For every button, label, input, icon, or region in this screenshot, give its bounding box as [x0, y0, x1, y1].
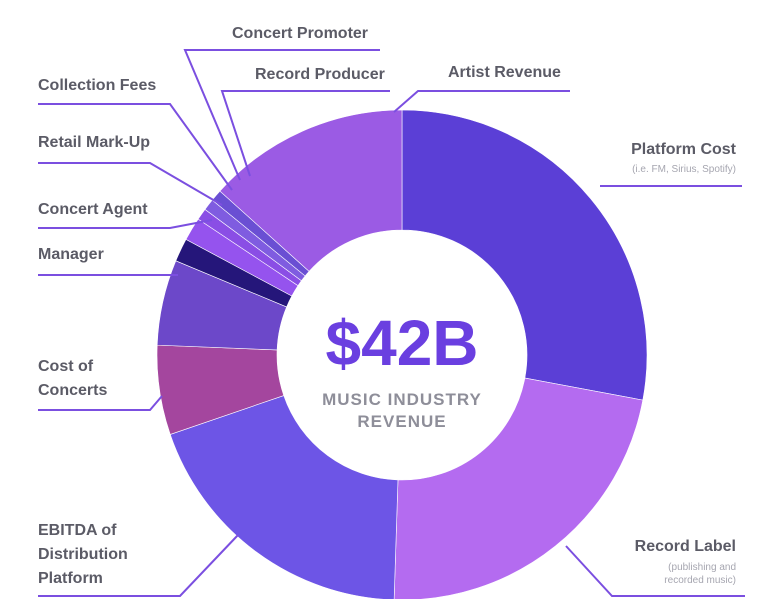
sublabel-platform-cost: (i.e. FM, Sirius, Spotify) [632, 164, 736, 175]
slice-artist-revenue [219, 109, 403, 272]
sublabel-record-label-1: (publishing and [668, 562, 736, 573]
label-cost-of-concerts-line2: Concerts [38, 382, 107, 399]
leader-record-label [565, 545, 745, 597]
label-retail-markup: Retail Mark-Up [38, 134, 150, 151]
leader-ebitda [38, 534, 239, 597]
slice-platform-cost [401, 109, 648, 401]
leader-cost-of-concerts [38, 395, 163, 411]
label-ebitda-line2: Distribution [38, 546, 128, 563]
label-manager: Manager [38, 246, 104, 263]
leader-retail-markup [38, 162, 223, 206]
leader-record-producer [220, 90, 390, 177]
leader-concert-promoter [183, 49, 380, 181]
sublabel-record-label-2: recorded music) [664, 575, 736, 586]
label-concert-agent: Concert Agent [38, 201, 148, 218]
leader-collection-fees [38, 103, 233, 191]
slice-record-label [393, 377, 644, 599]
label-collection-fees: Collection Fees [38, 77, 156, 94]
slice-ebitda-of-distribution-platform [169, 395, 399, 599]
label-artist-revenue: Artist Revenue [448, 64, 561, 81]
label-record-producer: Record Producer [255, 66, 385, 83]
center-caption-line2: REVENUE [357, 412, 446, 431]
label-record-label: Record Label [635, 538, 736, 555]
label-cost-of-concerts-line1: Cost of [38, 358, 94, 375]
donut-hole [279, 232, 525, 478]
center-value: $42B [326, 307, 479, 379]
label-platform-cost: Platform Cost [631, 141, 737, 158]
center-caption-line1: MUSIC INDUSTRY [322, 390, 482, 409]
leader-concert-agent [38, 219, 213, 229]
leader-artist-revenue [393, 90, 570, 113]
label-ebitda-line3: Platform [38, 570, 103, 587]
label-ebitda-line1: EBITDA of [38, 522, 117, 539]
label-concert-promoter: Concert Promoter [232, 25, 368, 42]
